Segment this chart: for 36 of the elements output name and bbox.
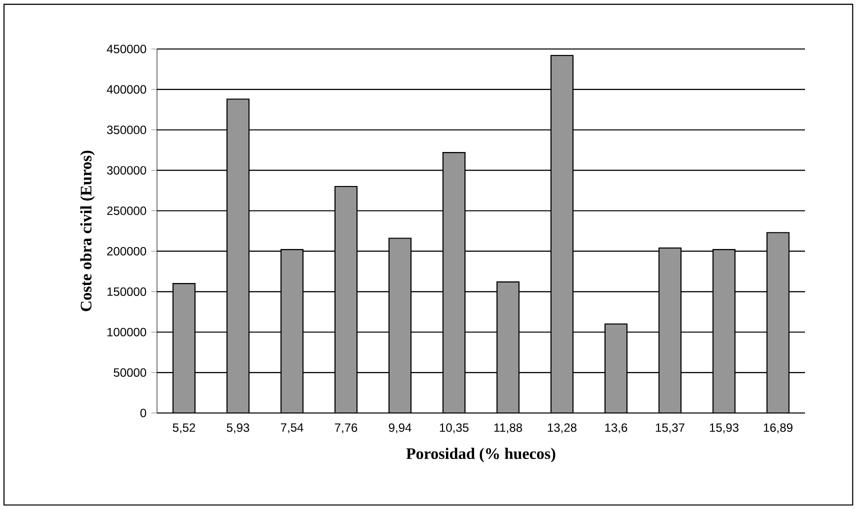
bar [226, 98, 250, 413]
x-tick-label: 15,37 [656, 423, 684, 434]
y-tick-label: 450000 [106, 44, 146, 54]
bar [280, 249, 304, 413]
x-tick-label: 9,94 [388, 423, 412, 434]
bar [334, 186, 358, 413]
x-axis-title: Porosidad (% huecos) [406, 448, 556, 462]
y-tick-label: 350000 [107, 126, 146, 134]
x-tick-label: 13,28 [548, 423, 576, 434]
y-tick-label: 300000 [107, 166, 146, 175]
y-axis-title: Coste obra civil (Euros) [80, 150, 95, 312]
bar [712, 249, 736, 413]
bar [766, 232, 790, 413]
x-tick-label: 11,88 [494, 423, 522, 434]
x-tick-label: 10,35 [440, 423, 469, 434]
bar [658, 247, 682, 413]
bar [172, 283, 196, 413]
x-tick-label: 16,89 [764, 423, 792, 434]
bar [496, 281, 520, 413]
y-tick-label: 100000 [107, 328, 146, 336]
y-tick-label: 50000 [114, 368, 146, 377]
x-tick-label: 7,54 [280, 423, 304, 434]
y-tick-label: 400000 [106, 85, 146, 94]
bar [550, 54, 574, 413]
y-tick-label: 0 [140, 408, 146, 418]
x-tick-label: 7,76 [334, 423, 358, 434]
x-tick-label: 5,93 [226, 423, 250, 434]
bar [604, 323, 628, 413]
x-tick-label: 15,93 [710, 423, 738, 434]
y-tick-label: 150000 [107, 287, 146, 296]
y-tick-label: 250000 [107, 206, 146, 216]
x-tick-label: 13,6 [605, 423, 628, 434]
x-tick-label: 5,52 [172, 423, 196, 434]
y-tick-label: 200000 [107, 246, 146, 256]
bar [388, 238, 412, 413]
bar [442, 152, 466, 413]
